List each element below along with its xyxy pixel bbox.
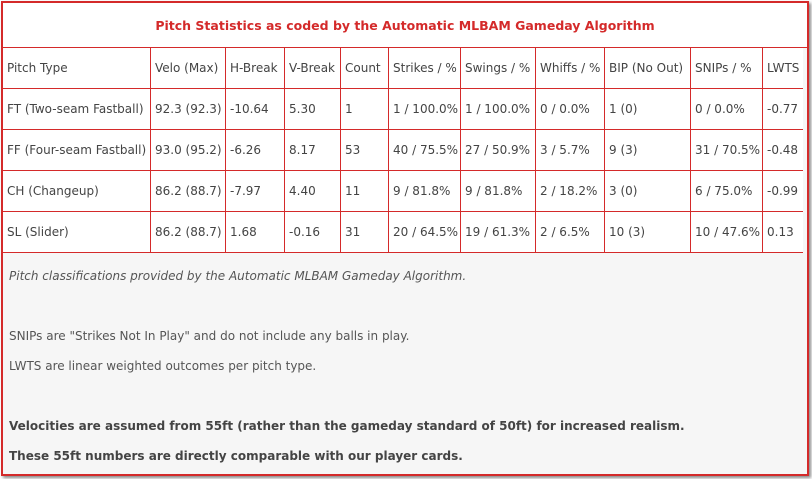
cell: 10 (3) xyxy=(604,211,691,253)
cell: CH (Changeup) xyxy=(3,170,151,212)
cell: 3 (0) xyxy=(604,170,691,212)
header-row: Pitch Type Velo (Max) H-Break V-Break Count S… xyxy=(3,47,803,89)
cell: 2 / 18.2% xyxy=(535,170,605,212)
cell: 0.13 xyxy=(762,211,803,253)
cell: -7.97 xyxy=(225,170,285,212)
header-cell: Velo (Max) xyxy=(150,47,226,89)
cell: 0 / 0.0% xyxy=(535,88,605,130)
cell: 93.0 (95.2) xyxy=(150,129,226,171)
cell: 31 xyxy=(340,211,389,253)
cell: 40 / 75.5% xyxy=(388,129,461,171)
cell: 10 / 47.6% xyxy=(690,211,763,253)
cell: FF (Four-seam Fastball) xyxy=(3,129,151,171)
cell: 2 / 6.5% xyxy=(535,211,605,253)
cell: -6.26 xyxy=(225,129,285,171)
header-cell: BIP (No Out) xyxy=(604,47,691,89)
header-cell: Swings / % xyxy=(460,47,536,89)
header-cell: Whiffs / % xyxy=(535,47,605,89)
header-cell: Pitch Type xyxy=(3,47,151,89)
cell: 86.2 (88.7) xyxy=(150,211,226,253)
cell: -10.64 xyxy=(225,88,285,130)
cell: 1.68 xyxy=(225,211,285,253)
cell: 1 / 100.0% xyxy=(460,88,536,130)
cell: -0.16 xyxy=(284,211,341,253)
cell: SL (Slider) xyxy=(3,211,151,253)
cell: 53 xyxy=(340,129,389,171)
cell: 20 / 64.5% xyxy=(388,211,461,253)
data-row: CH (Changeup) 86.2 (88.7) -7.97 4.40 11 9 / 8… xyxy=(3,170,803,212)
data-row: FF (Four-seam Fastball) 93.0 (95.2) -6.26 8… xyxy=(3,129,803,171)
header-cell: Strikes / % xyxy=(388,47,461,89)
cell: 27 / 50.9% xyxy=(460,129,536,171)
emphasis-note: Velocities are assumed from 55ft (rather… xyxy=(9,419,685,433)
cell: 9 / 81.8% xyxy=(460,170,536,212)
cell: 4.40 xyxy=(284,170,341,212)
cell: 3 / 5.7% xyxy=(535,129,605,171)
header-cell: Count xyxy=(340,47,389,89)
cell: 0 / 0.0% xyxy=(690,88,763,130)
cell: 31 / 70.5% xyxy=(690,129,763,171)
definition-note: SNIPs are "Strikes Not In Play" and do n… xyxy=(9,329,410,343)
cell: -0.99 xyxy=(762,170,803,212)
cell: 19 / 61.3% xyxy=(460,211,536,253)
cell: -0.48 xyxy=(762,129,803,171)
definition-note: LWTS are linear weighted outcomes per pi… xyxy=(9,359,317,373)
cell: 1 / 100.0% xyxy=(388,88,461,130)
data-row: FT (Two-seam Fastball) 92.3 (92.3) -10.64 5… xyxy=(3,88,803,130)
cell: 5.30 xyxy=(284,88,341,130)
emphasis-note: These 55ft numbers are directly comparab… xyxy=(9,449,463,463)
cell: -0.77 xyxy=(762,88,803,130)
cell: 11 xyxy=(340,170,389,212)
pitch-table: Pitch Type Velo (Max) H-Break V-Break Count S… xyxy=(3,47,803,253)
cell: 6 / 75.0% xyxy=(690,170,763,212)
cell: 1 xyxy=(340,88,389,130)
data-row: SL (Slider) 86.2 (88.7) 1.68 -0.16 31 20 / 64… xyxy=(3,211,803,253)
cell: 9 / 81.8% xyxy=(388,170,461,212)
cell: 86.2 (88.7) xyxy=(150,170,226,212)
cell: 8.17 xyxy=(284,129,341,171)
source-note: Pitch classifications provided by the Au… xyxy=(9,269,467,283)
cell: FT (Two-seam Fastball) xyxy=(3,88,151,130)
header-cell: SNIPs / % xyxy=(690,47,763,89)
header-cell: V-Break xyxy=(284,47,341,89)
cell: 9 (3) xyxy=(604,129,691,171)
header-cell: LWTS xyxy=(762,47,803,89)
panel-title: Pitch Statistics as coded by the Automat… xyxy=(3,3,807,48)
cell: 1 (0) xyxy=(604,88,691,130)
header-cell: H-Break xyxy=(225,47,285,89)
cell: 92.3 (92.3) xyxy=(150,88,226,130)
